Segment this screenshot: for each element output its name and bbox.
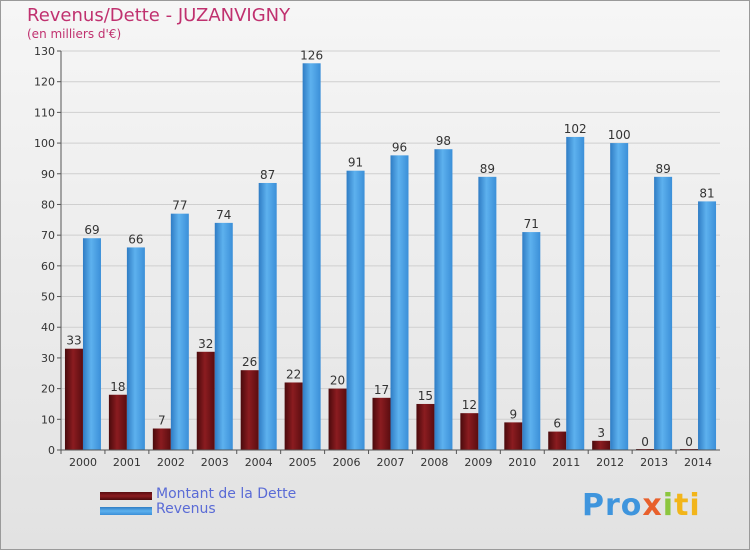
debt-bar-label: 0 [685, 435, 693, 449]
revenue-bar-label: 81 [699, 186, 714, 200]
revenue-bar-label: 98 [436, 134, 451, 148]
debt-bar [548, 431, 567, 450]
debt-bar-label: 0 [641, 435, 649, 449]
legend-label-dette: Montant de la Dette [156, 486, 297, 502]
debt-bar [328, 388, 347, 450]
revenue-bar [126, 247, 145, 450]
x-tick-label: 2013 [640, 456, 668, 469]
revenue-bar [654, 176, 673, 451]
debt-bar-label: 12 [462, 398, 477, 412]
debt-bar-label: 18 [110, 380, 125, 394]
debt-bar [372, 397, 391, 450]
revenue-bar [214, 222, 233, 450]
debt-bar [504, 422, 523, 450]
revenue-bar [82, 238, 101, 450]
revenue-bar [302, 63, 321, 451]
debt-bar [284, 382, 303, 450]
revenue-bar-label: 71 [524, 217, 539, 231]
revenue-bar-label: 100 [608, 128, 631, 142]
y-tick-label: 90 [41, 168, 55, 181]
x-tick-label: 2006 [333, 456, 361, 469]
logo-part: x [642, 488, 663, 523]
revenue-bar [566, 136, 585, 450]
debt-bar [152, 428, 171, 450]
revenue-bar [170, 213, 189, 450]
x-tick-label: 2011 [552, 456, 580, 469]
revenue-bar-label: 91 [348, 156, 363, 170]
y-tick-label: 50 [41, 291, 55, 304]
chart-title: Revenus/Dette - JUZANVIGNY [27, 5, 291, 26]
debt-bar-label: 22 [286, 367, 301, 381]
revenue-bar-label: 87 [260, 168, 275, 182]
debt-bar [416, 403, 435, 450]
debt-bar [64, 348, 83, 450]
debt-bar-label: 9 [509, 407, 517, 421]
logo-part: ti [674, 488, 701, 523]
revenue-bar [610, 143, 629, 451]
debt-bar [460, 413, 479, 450]
debt-bar-label: 33 [66, 334, 81, 348]
revenue-bar [346, 170, 365, 450]
legend-label-revenus: Revenus [156, 501, 216, 517]
x-tick-label: 2000 [69, 456, 97, 469]
debt-bar-label: 17 [374, 383, 389, 397]
x-tick-label: 2001 [113, 456, 141, 469]
revenue-bar [390, 155, 409, 450]
revenue-bar [522, 232, 541, 450]
legend-swatch-revenus [100, 507, 152, 515]
y-tick-label: 70 [41, 229, 55, 242]
revenue-bar [258, 182, 277, 450]
y-tick-label: 10 [41, 413, 55, 426]
revenue-bar-label: 102 [564, 122, 587, 136]
revenue-bar-label: 69 [84, 223, 99, 237]
y-tick-label: 30 [41, 352, 55, 365]
debt-bar-label: 26 [242, 355, 257, 369]
debt-bar-label: 3 [597, 426, 605, 440]
y-tick-label: 100 [34, 137, 55, 150]
x-tick-label: 2009 [464, 456, 492, 469]
debt-bar [240, 370, 259, 450]
logo-part: Pro [582, 488, 643, 523]
revenue-bar [698, 201, 717, 450]
revenue-bar-label: 66 [128, 232, 143, 246]
revenue-bar-label: 89 [480, 162, 495, 176]
y-tick-label: 20 [41, 383, 55, 396]
x-tick-label: 2008 [420, 456, 448, 469]
legend-swatch-dette [100, 492, 152, 500]
y-tick-label: 60 [41, 260, 55, 273]
x-tick-label: 2007 [377, 456, 405, 469]
y-tick-label: 0 [48, 444, 55, 457]
debt-bar [592, 440, 611, 450]
revenue-bar-label: 96 [392, 140, 407, 154]
revenue-bar [434, 149, 453, 450]
debt-bar [196, 351, 215, 450]
revenue-bar-label: 89 [655, 162, 670, 176]
chart-subtitle: (en milliers d'€) [27, 27, 122, 41]
y-tick-label: 40 [41, 321, 55, 334]
debt-bar-label: 15 [418, 389, 433, 403]
x-tick-label: 2003 [201, 456, 229, 469]
y-tick-label: 130 [34, 45, 55, 58]
x-tick-label: 2010 [508, 456, 536, 469]
y-tick-label: 120 [34, 76, 55, 89]
x-tick-label: 2014 [684, 456, 712, 469]
logo-part: i [662, 488, 675, 523]
x-tick-label: 2004 [245, 456, 273, 469]
proxiti-logo: Proxiti [582, 488, 701, 523]
debt-bar-label: 20 [330, 374, 345, 388]
revenue-bar-label: 74 [216, 208, 231, 222]
revenue-bar [478, 176, 497, 451]
y-tick-label: 80 [41, 198, 55, 211]
debt-bar-label: 32 [198, 337, 213, 351]
revenue-bar-label: 77 [172, 199, 187, 213]
y-tick-label: 110 [34, 106, 55, 119]
debt-bar-label: 7 [158, 414, 166, 428]
x-tick-label: 2005 [289, 456, 317, 469]
x-tick-label: 2012 [596, 456, 624, 469]
debt-bar-label: 6 [553, 417, 561, 431]
revenue-bar-label: 126 [300, 48, 323, 62]
x-tick-label: 2002 [157, 456, 185, 469]
debt-bar [108, 394, 127, 450]
